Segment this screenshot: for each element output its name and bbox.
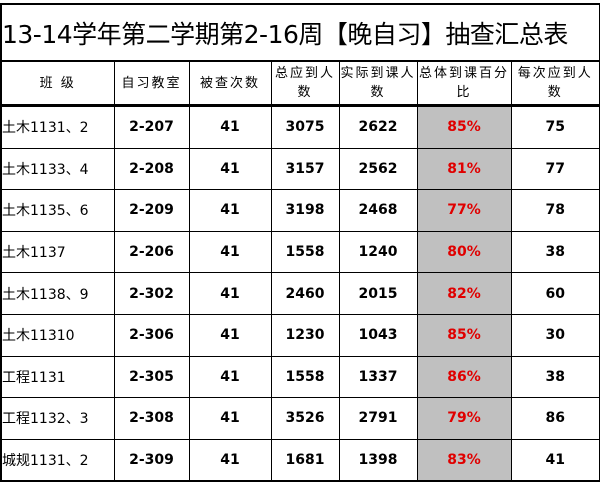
per-check-expected-cell: 30: [510, 313, 600, 357]
room-cell: 2-309: [113, 438, 190, 482]
class-cell: 土木1135、6: [0, 189, 115, 232]
actual-cell: 1337: [338, 355, 418, 399]
column-header: 实际到课人数: [338, 60, 418, 107]
checks-cell: 41: [188, 189, 272, 232]
per-check-expected-cell: 38: [510, 355, 600, 399]
percent-cell: 79%: [416, 397, 512, 440]
checks-cell: 41: [188, 230, 272, 274]
actual-cell: 2622: [338, 105, 418, 149]
checks-cell: 41: [188, 272, 272, 315]
checks-cell: 41: [188, 438, 272, 482]
actual-cell: 1398: [338, 438, 418, 482]
actual-cell: 2015: [338, 272, 418, 315]
expected-total-cell: 1230: [270, 313, 340, 357]
room-cell: 2-305: [113, 355, 190, 399]
checks-cell: 41: [188, 105, 272, 149]
table-row: 土木1131、2 2-207 41 3075 2622 85% 75: [0, 105, 600, 149]
per-check-expected-cell: 38: [510, 230, 600, 274]
class-cell: 土木1138、9: [0, 272, 115, 315]
room-cell: 2-308: [113, 397, 190, 440]
checks-cell: 41: [188, 313, 272, 357]
checks-cell: 41: [188, 355, 272, 399]
table-row: 土木1133、4 2-208 41 3157 2562 81% 77: [0, 147, 600, 191]
expected-total-cell: 3198: [270, 189, 340, 232]
room-cell: 2-207: [113, 105, 190, 149]
per-check-expected-cell: 41: [510, 438, 600, 482]
table-row: 城规1131、2 2-309 41 1681 1398 83% 41: [0, 438, 600, 482]
column-header: 自习教室: [113, 60, 190, 107]
actual-cell: 1240: [338, 230, 418, 274]
per-check-expected-cell: 75: [510, 105, 600, 149]
room-cell: 2-302: [113, 272, 190, 315]
percent-cell: 85%: [416, 105, 512, 149]
percent-cell: 82%: [416, 272, 512, 315]
column-header: 班 级: [0, 60, 115, 107]
expected-total-cell: 2460: [270, 272, 340, 315]
room-cell: 2-306: [113, 313, 190, 357]
actual-cell: 1043: [338, 313, 418, 357]
room-cell: 2-209: [113, 189, 190, 232]
class-cell: 工程1131: [0, 355, 115, 399]
table-row: 土木1135、6 2-209 41 3198 2468 77% 78: [0, 189, 600, 232]
class-cell: 土木1137: [0, 230, 115, 274]
class-cell: 土木1133、4: [0, 147, 115, 191]
percent-cell: 86%: [416, 355, 512, 399]
attendance-summary-table: 13-14学年第二学期第2-16周【晚自习】抽查汇总表 班 级自习教室 被查次数总…: [0, 3, 600, 482]
expected-total-cell: 3526: [270, 397, 340, 440]
table-row: 土木1137 2-206 41 1558 1240 80% 38: [0, 230, 600, 274]
checks-cell: 41: [188, 147, 272, 191]
column-header: 总体到课百分比: [416, 60, 512, 107]
actual-cell: 2562: [338, 147, 418, 191]
class-cell: 土木1131、2: [0, 105, 115, 149]
percent-cell: 85%: [416, 313, 512, 357]
expected-total-cell: 3157: [270, 147, 340, 191]
expected-total-cell: 1558: [270, 230, 340, 274]
percent-cell: 81%: [416, 147, 512, 191]
table-row: 工程1131 2-305 41 1558 1337 86% 38: [0, 355, 600, 399]
expected-total-cell: 1558: [270, 355, 340, 399]
percent-cell: 83%: [416, 438, 512, 482]
table-row: 土木11310 2-306 41 1230 1043 85% 30: [0, 313, 600, 357]
class-cell: 工程1132、3: [0, 397, 115, 440]
table-row: 土木1138、9 2-302 41 2460 2015 82% 60: [0, 272, 600, 315]
percent-cell: 80%: [416, 230, 512, 274]
class-cell: 土木11310: [0, 313, 115, 357]
actual-cell: 2791: [338, 397, 418, 440]
class-cell: 城规1131、2: [0, 438, 115, 482]
percent-cell: 77%: [416, 189, 512, 232]
room-cell: 2-206: [113, 230, 190, 274]
per-check-expected-cell: 86: [510, 397, 600, 440]
column-header: 总应到人数: [270, 60, 340, 107]
per-check-expected-cell: 78: [510, 189, 600, 232]
table-title: 13-14学年第二学期第2-16周【晚自习】抽查汇总表: [0, 3, 600, 62]
expected-total-cell: 1681: [270, 438, 340, 482]
expected-total-cell: 3075: [270, 105, 340, 149]
room-cell: 2-208: [113, 147, 190, 191]
table-row: 工程1132、3 2-308 41 3526 2791 79% 86: [0, 397, 600, 440]
per-check-expected-cell: 60: [510, 272, 600, 315]
per-check-expected-cell: 77: [510, 147, 600, 191]
checks-cell: 41: [188, 397, 272, 440]
actual-cell: 2468: [338, 189, 418, 232]
column-header: 每次应到人数: [510, 60, 600, 107]
column-header: 被查次数: [188, 60, 272, 107]
